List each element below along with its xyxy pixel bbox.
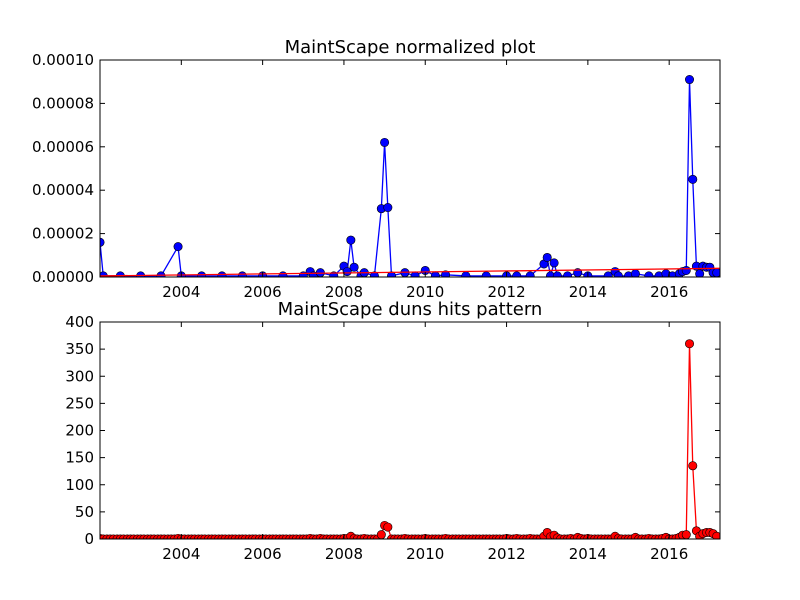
data-point — [685, 339, 695, 349]
data-point — [549, 258, 559, 268]
data-point — [349, 262, 359, 272]
plot-marks — [100, 75, 720, 277]
x-tick-label: 2016 — [650, 283, 688, 301]
x-tick-label: 2004 — [162, 283, 200, 301]
data-point — [173, 242, 183, 252]
data-point — [383, 203, 393, 213]
data-point — [688, 461, 698, 471]
axis-ticks: 2004 2006 2008 2010 2012 2014 2016 0.00000 0.000… — [32, 51, 720, 301]
x-tick-label: 2006 — [244, 283, 282, 301]
y-tick-label: 300 — [65, 367, 94, 385]
y-tick-label: 0.00006 — [32, 138, 94, 156]
normalized-plot-panel: MaintScape normalized plot 2004 2006 2008 2… — [32, 37, 721, 301]
data-point — [695, 269, 705, 277]
data-point — [681, 530, 691, 539]
data-point — [380, 137, 390, 147]
y-tick-label: 250 — [65, 394, 94, 412]
axis-ticks: 2004 2006 2008 2010 2012 2014 2016 0 50 100 150 200… — [65, 313, 720, 563]
data-point — [512, 271, 522, 277]
x-tick-label: 2016 — [650, 545, 688, 563]
x-tick-label: 2012 — [487, 283, 525, 301]
chart-title: MaintScape duns hits pattern — [278, 299, 543, 320]
data-point — [681, 265, 691, 275]
x-tick-label: 2008 — [325, 283, 363, 301]
x-tick-label: 2008 — [325, 545, 363, 563]
x-tick-label: 2010 — [406, 283, 444, 301]
y-tick-label: 0 — [84, 530, 94, 548]
y-tick-label: 0.00010 — [32, 51, 94, 69]
x-tick-label: 2010 — [406, 545, 444, 563]
data-point — [376, 530, 386, 539]
y-tick-label: 350 — [65, 340, 94, 358]
y-tick-label: 50 — [75, 503, 94, 521]
data-point — [712, 531, 720, 539]
y-tick-label: 200 — [65, 422, 94, 440]
data-point — [346, 235, 356, 245]
series-line — [100, 267, 720, 277]
x-tick-label: 2014 — [569, 283, 607, 301]
plot-area-frame — [99, 59, 721, 278]
duns-hits-panel: MaintScape duns hits pattern 2004 2006 200… — [65, 299, 721, 563]
data-point — [552, 271, 562, 277]
data-point — [563, 271, 573, 277]
chart-title: MaintScape normalized plot — [285, 37, 536, 58]
data-point — [688, 174, 698, 184]
y-tick-label: 400 — [65, 313, 94, 331]
y-tick-label: 100 — [65, 476, 94, 494]
y-tick-label: 0.00002 — [32, 225, 94, 243]
data-point — [685, 75, 695, 85]
y-tick-label: 0.00004 — [32, 181, 94, 199]
x-tick-label: 2004 — [162, 545, 200, 563]
data-point — [603, 271, 613, 277]
data-point — [644, 271, 654, 277]
y-tick-label: 0.00008 — [32, 94, 94, 112]
data-point — [342, 267, 352, 277]
x-tick-label: 2006 — [244, 545, 282, 563]
data-point — [542, 252, 552, 262]
x-tick-label: 2012 — [487, 545, 525, 563]
data-point — [525, 271, 535, 277]
y-tick-label: 150 — [65, 449, 94, 467]
x-tick-label: 2014 — [569, 545, 607, 563]
data-point — [383, 522, 393, 532]
y-tick-label: 0.00000 — [32, 268, 94, 286]
data-point — [613, 271, 623, 277]
